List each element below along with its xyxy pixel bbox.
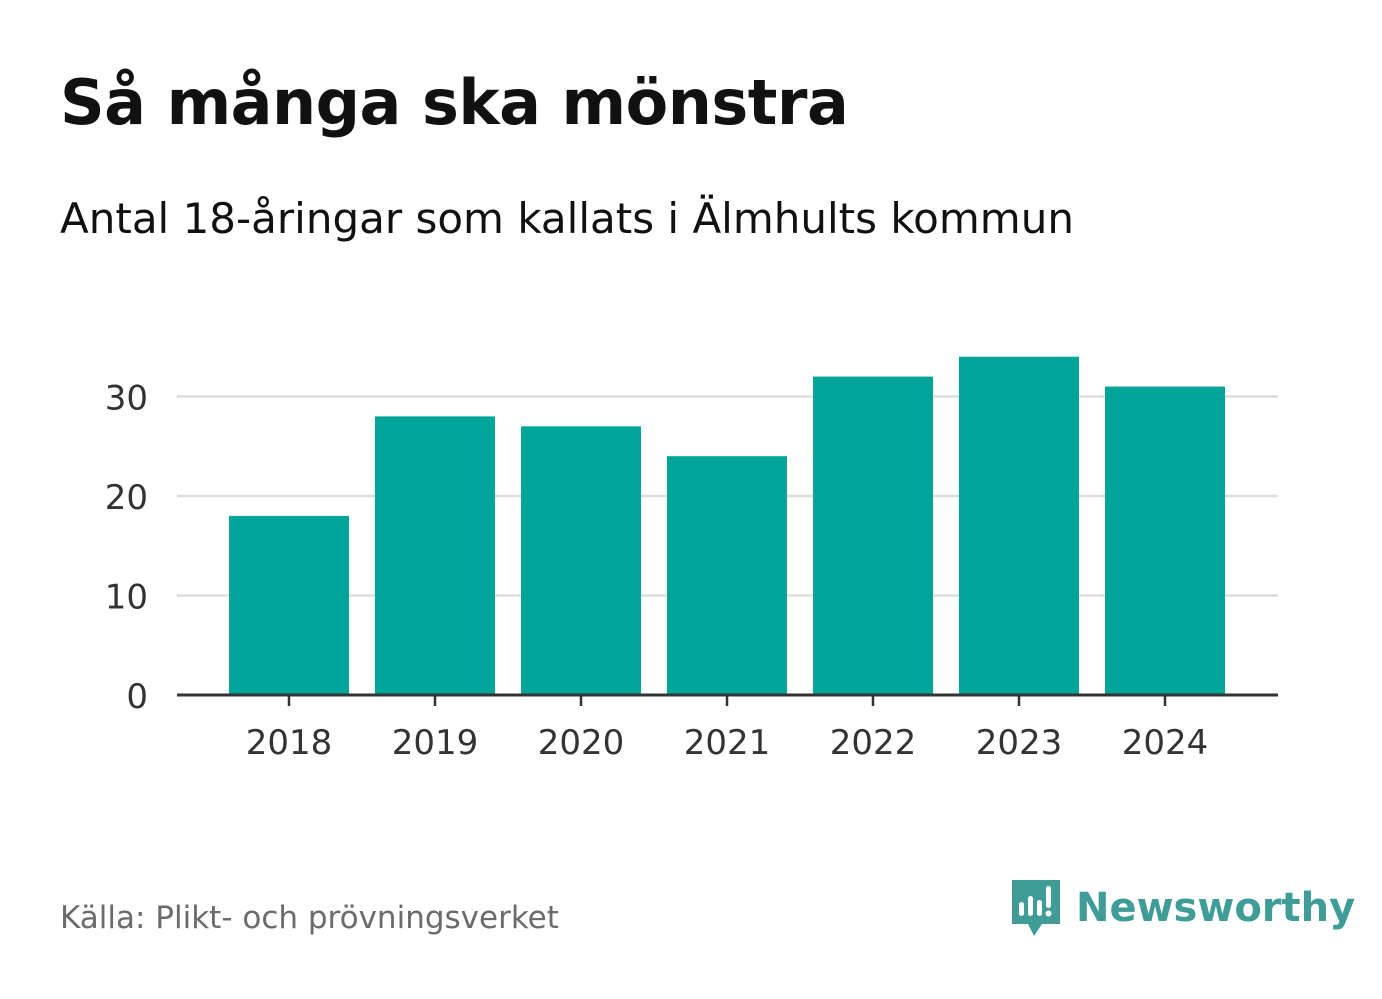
chart-subtitle: Antal 18-åringar som kallats i Älmhults …: [60, 194, 1074, 243]
bar-2022: [813, 376, 933, 695]
y-tick-label: 10: [105, 578, 148, 618]
brand-name: Newsworthy: [1076, 885, 1356, 931]
source-note: Källa: Plikt- och prövningsverket: [60, 900, 559, 936]
x-tick-label: 2020: [538, 723, 625, 763]
x-tick-label: 2022: [830, 723, 917, 763]
bar-2024: [1105, 386, 1225, 695]
newsworthy-logo-icon: [1012, 880, 1060, 936]
x-tick-label: 2021: [684, 723, 771, 763]
y-tick-label: 0: [126, 677, 148, 717]
chart-title: Så många ska mönstra: [60, 66, 849, 139]
bar-2023: [959, 356, 1079, 695]
x-tick-label: 2023: [976, 723, 1063, 763]
x-tick-label: 2019: [392, 723, 479, 763]
bar-2018: [229, 515, 349, 695]
brand-logo[interactable]: Newsworthy: [1010, 878, 1355, 938]
y-tick-label: 30: [105, 379, 148, 419]
bar-2020: [521, 426, 641, 695]
bar-2021: [667, 456, 787, 695]
x-tick-label: 2024: [1122, 723, 1209, 763]
bar-2019: [375, 416, 495, 695]
x-tick-label: 2018: [246, 723, 333, 763]
y-tick-label: 20: [105, 478, 148, 518]
